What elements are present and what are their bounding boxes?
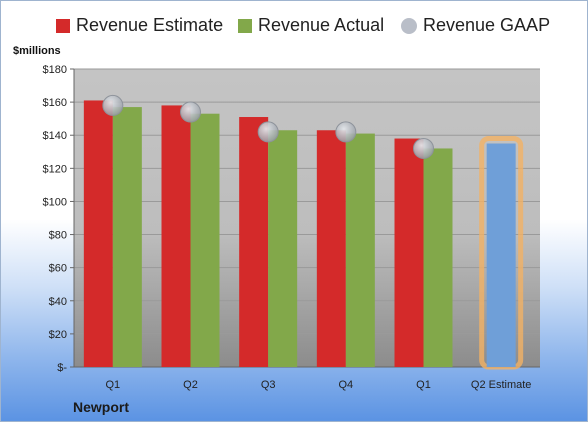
y-tick-label: $60 [49, 263, 67, 275]
x-tick-label: Q2 [183, 379, 198, 391]
bar-revenue-actual [268, 130, 298, 367]
y-tick-label: $180 [43, 64, 67, 76]
y-tick-label: $20 [49, 329, 67, 341]
legend-revenue-estimate: Revenue Estimate [56, 15, 223, 36]
x-tick-label: Q1 [416, 379, 431, 391]
plot-area [74, 69, 540, 367]
legend: Revenue Estimate Revenue Actual Revenue … [1, 15, 587, 45]
bar-revenue-estimate [83, 100, 113, 367]
legend-swatch-actual [238, 18, 252, 33]
bar-revenue-estimate [394, 138, 424, 367]
bar-revenue-actual [345, 133, 375, 367]
dot-revenue-gaap [413, 137, 434, 159]
bar-revenue-actual [190, 113, 220, 367]
x-tick-label: Q4 [338, 379, 353, 391]
x-tick-label: Q1 [105, 379, 120, 391]
y-tick-label: $160 [43, 97, 67, 109]
dot-revenue-gaap [335, 121, 357, 143]
legend-revenue-actual: Revenue Actual [238, 15, 384, 36]
bar-revenue-actual [112, 107, 142, 368]
dot-revenue-gaap [102, 94, 124, 116]
bar-revenue-estimate [161, 105, 191, 367]
legend-label-gaap: Revenue GAAP [423, 15, 551, 35]
bar-revenue-actual [423, 148, 453, 367]
legend-revenue-gaap: Revenue GAAP [401, 15, 550, 36]
bar-revenue-estimate [239, 117, 269, 367]
legend-label-actual: Revenue Actual [258, 15, 385, 35]
y-tick-label: $40 [49, 296, 67, 308]
y-tick-label: $80 [49, 230, 67, 242]
x-tick-label: Q3 [261, 379, 276, 391]
bar-estimate-next [486, 143, 516, 367]
x-tick-label: Q2 Estimate [471, 379, 532, 391]
y-tick-label: $120 [43, 163, 67, 175]
y-unit-label: $millions [13, 45, 61, 57]
y-tick-label: $- [57, 362, 67, 374]
dot-revenue-gaap [257, 121, 279, 143]
legend-label-estimate: Revenue Estimate [76, 15, 224, 35]
bar-revenue-estimate [316, 130, 346, 367]
dot-revenue-gaap [180, 101, 201, 123]
y-tick-label: $140 [43, 130, 67, 142]
y-tick-label: $100 [43, 196, 67, 208]
legend-swatch-estimate [56, 18, 70, 33]
company-name: Newport [73, 399, 129, 415]
legend-swatch-gaap [401, 17, 417, 34]
